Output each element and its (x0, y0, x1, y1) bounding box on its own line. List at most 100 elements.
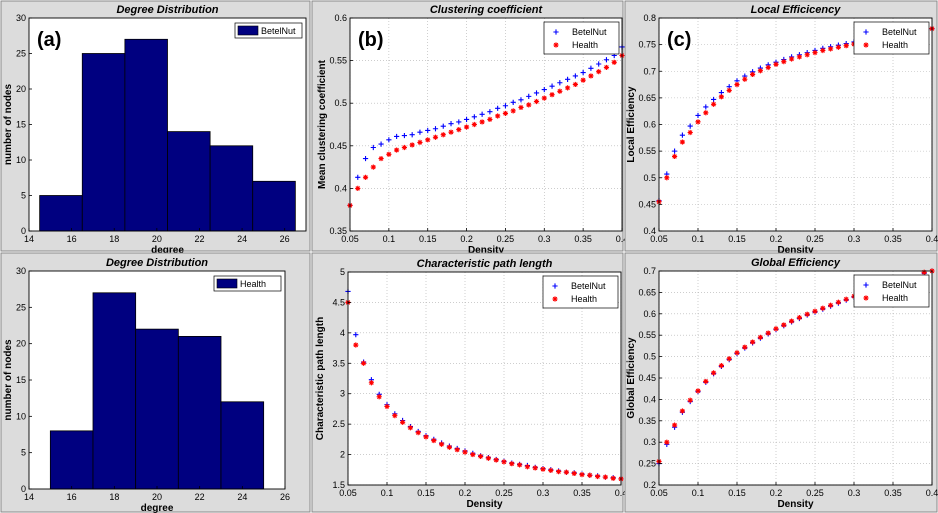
data-point (400, 419, 406, 425)
data-point (386, 137, 392, 143)
legend-label: Health (882, 40, 908, 50)
data-point (524, 464, 530, 470)
data-point (394, 133, 400, 140)
bar-3 (135, 328, 179, 490)
data-point (502, 103, 509, 109)
y-tick-labels: 0.2 0.25 0.3 0.35 0.4 0.45 0.5 0.55 0.6 0.65 0.7 (638, 266, 662, 490)
series-health (345, 299, 624, 482)
y-axis-label: Local Efficiency (626, 86, 637, 163)
data-point (796, 54, 802, 60)
bar-5 (209, 145, 254, 232)
y-axis-label: number of nodes (3, 84, 14, 166)
x-tick-label: 0.05 (339, 488, 357, 498)
y-tick-label: 1.5 (332, 480, 345, 490)
x-tick-label: 0.25 (806, 234, 824, 244)
y-tick-labels: 0 5 10 15 20 25 30 (16, 266, 32, 494)
y-tick-label: 5 (340, 267, 345, 277)
y-tick-label: 0.4 (643, 394, 656, 404)
panel-label: (a) (37, 29, 61, 51)
y-tick-label: 3 (340, 389, 345, 399)
data-point (462, 449, 468, 455)
y-tick-label: 3.5 (332, 358, 345, 368)
y-tick-label: 0.6 (334, 13, 347, 23)
data-point (532, 465, 538, 471)
data-point (501, 459, 507, 465)
legend-label: Health (882, 293, 908, 303)
x-tick-label: 0.3 (538, 234, 551, 244)
data-point (565, 76, 571, 82)
data-point (370, 144, 376, 151)
data-point (495, 105, 501, 111)
bar-5 (220, 401, 265, 490)
y-tick-label: 0.4 (334, 183, 347, 193)
data-point (796, 315, 802, 321)
x-tick-label: 0.15 (728, 488, 746, 498)
data-point (540, 466, 546, 472)
bar-6 (252, 180, 296, 232)
x-tick-label: 0.2 (459, 488, 472, 498)
data-point (587, 472, 593, 478)
data-point (687, 129, 693, 136)
data-point (588, 73, 594, 79)
data-point (695, 388, 701, 394)
data-point (479, 111, 485, 117)
panel-4: 14 16 18 20 22 24 26 0 5 10 15 20 25 30 Degree Distrib… (0, 252, 311, 513)
data-point (610, 475, 616, 481)
y-tick-label: 0.75 (638, 40, 656, 50)
y-tick-label: 4 (340, 328, 345, 338)
y-tick-label: 0.2 (643, 480, 656, 490)
y-tick-label: 0.55 (638, 146, 656, 156)
bar-1 (39, 195, 83, 232)
data-point (750, 339, 756, 345)
data-point (487, 116, 493, 122)
legend-label: BetelNut (572, 27, 607, 37)
data-point (401, 132, 407, 139)
y-tick-label: 30 (16, 266, 26, 276)
y-tick-label: 0.4 (643, 226, 656, 236)
x-tick-label: 0.4 (616, 234, 629, 244)
bar-2 (92, 292, 137, 490)
bar-4 (177, 335, 222, 490)
data-point (580, 69, 586, 76)
x-tick-label: 0.2 (770, 488, 783, 498)
data-point (718, 94, 724, 100)
y-tick-label: 0.7 (643, 266, 656, 276)
chart-title: Local Efficicency (751, 4, 842, 16)
y-tick-label: 10 (16, 411, 26, 421)
data-point (672, 153, 678, 160)
data-point (588, 65, 594, 71)
x-tick-label: 0.05 (650, 234, 668, 244)
x-tick-label: 18 (109, 234, 119, 244)
y-tick-label: 0.6 (643, 309, 656, 319)
data-point (361, 360, 367, 366)
y-tick-label: 0.7 (643, 66, 656, 76)
x-tick-label: 0.4 (926, 234, 938, 244)
data-point (679, 132, 685, 138)
axes-box (347, 271, 622, 486)
y-tick-label: 0.55 (329, 56, 347, 66)
x-axis-label: degree (151, 245, 184, 256)
legend-marker (863, 295, 869, 301)
y-axis-label: Characteristic path length (315, 317, 326, 440)
legend-label: Health (571, 294, 597, 304)
data-point (355, 185, 361, 191)
data-point (541, 86, 547, 93)
x-tick-labels: 0.05 0.1 0.15 0.2 0.25 0.3 0.35 0.4 (341, 228, 628, 244)
data-point (672, 148, 678, 154)
data-point (789, 318, 795, 324)
x-tick-label: 0.2 (770, 234, 783, 244)
data-point (781, 322, 787, 328)
data-point (479, 119, 485, 125)
data-point (679, 408, 685, 414)
data-point (353, 332, 359, 338)
data-point (409, 142, 415, 148)
data-point (835, 299, 841, 305)
y-axis-label: number of nodes (3, 339, 14, 421)
data-point (407, 425, 413, 431)
data-point (456, 127, 462, 133)
y-tick-label: 2.5 (332, 419, 345, 429)
data-point (921, 269, 927, 275)
data-point (595, 473, 601, 480)
y-tick-label: 0.45 (638, 199, 656, 209)
legend-box (853, 274, 930, 308)
